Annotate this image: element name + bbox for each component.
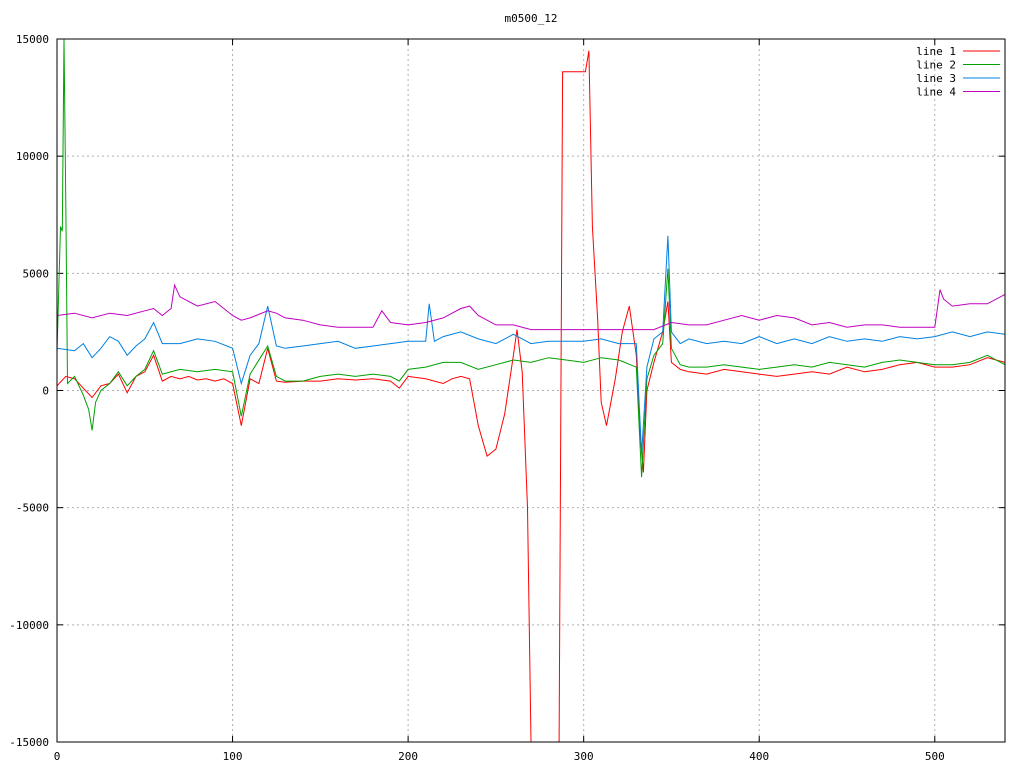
x-tick-label: 200: [398, 750, 418, 763]
y-tick-label: -10000: [9, 619, 49, 632]
grid-lines: [57, 39, 1005, 742]
legend-label-4: line 4: [916, 86, 956, 99]
series-line-2: [57, 39, 1005, 478]
legend-label-2: line 2: [916, 59, 956, 72]
x-tick-label: 500: [925, 750, 945, 763]
y-tick-label: -5000: [16, 502, 49, 515]
x-tick-label: 100: [223, 750, 243, 763]
series-lines: [57, 39, 1005, 742]
y-tick-label: 15000: [16, 33, 49, 46]
series-line-1: [57, 50, 1005, 742]
y-tick-label: 0: [42, 385, 49, 398]
x-axis-ticks: 0 100 200 300 400 500: [54, 39, 945, 763]
x-tick-label: 400: [749, 750, 769, 763]
x-tick-label: 0: [54, 750, 61, 763]
y-tick-label: 10000: [16, 150, 49, 163]
y-axis-ticks: -15000 -10000 -5000 0 5000 10000 15000: [9, 33, 1005, 749]
series-line-4: [57, 283, 1005, 331]
legend-label-1: line 1: [916, 45, 956, 58]
series-line-3: [57, 235, 1005, 454]
legend-label-3: line 3: [916, 72, 956, 85]
chart-title: m0500_12: [505, 12, 558, 25]
x-tick-label: 300: [574, 750, 594, 763]
y-tick-label: 5000: [23, 267, 50, 280]
y-tick-label: -15000: [9, 736, 49, 749]
plot-frame: [56, 38, 1006, 743]
